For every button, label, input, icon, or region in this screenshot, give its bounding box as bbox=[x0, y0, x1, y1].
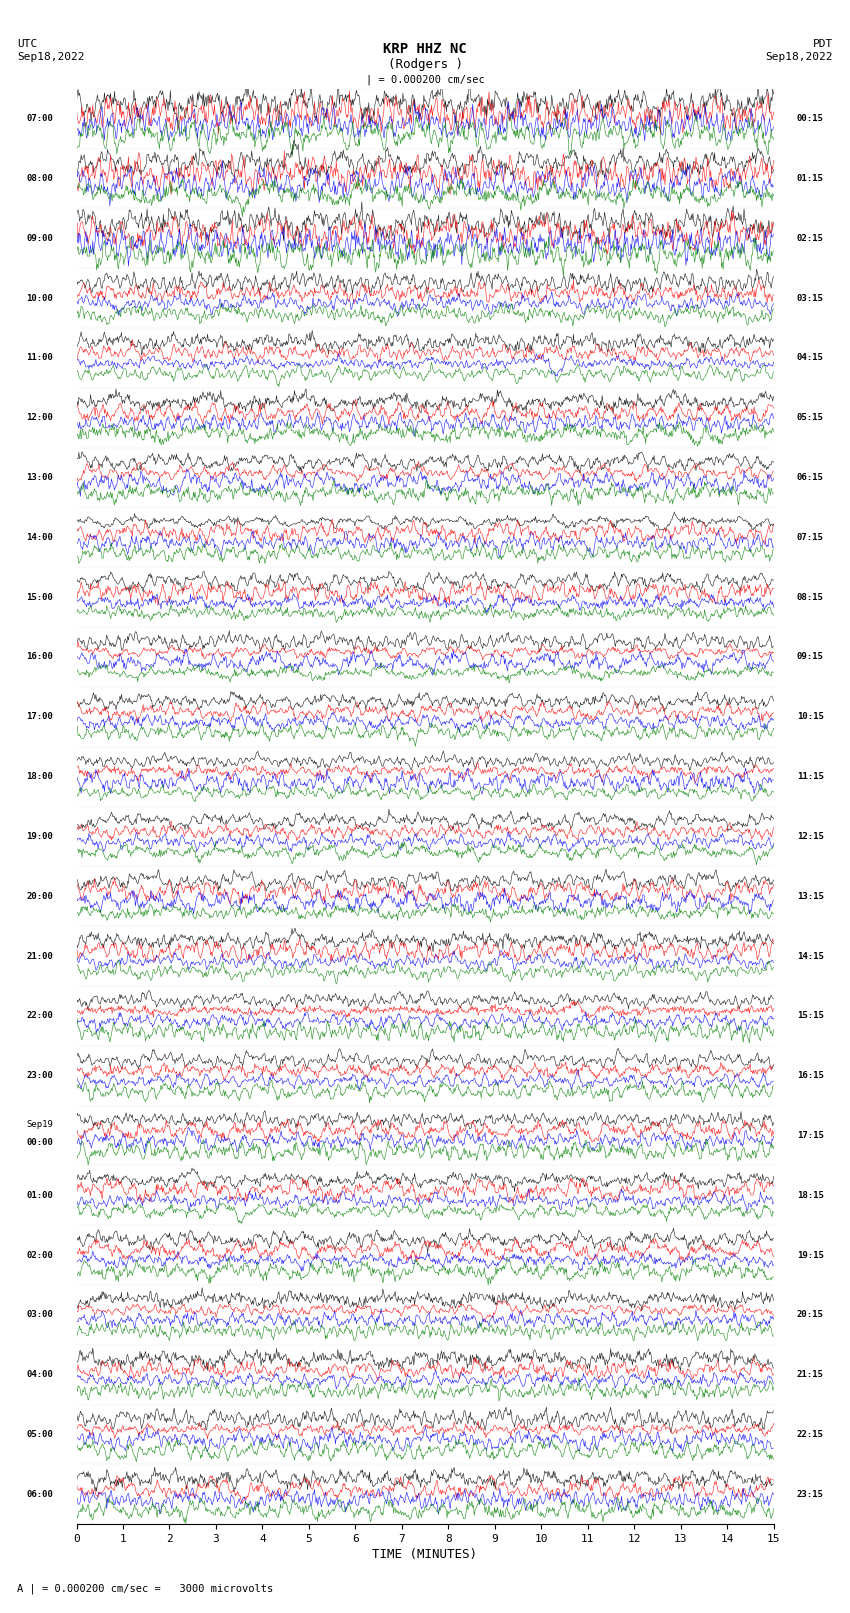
Text: KRP HHZ NC: KRP HHZ NC bbox=[383, 42, 467, 56]
Text: 11:15: 11:15 bbox=[796, 773, 824, 781]
Text: 12:15: 12:15 bbox=[796, 832, 824, 840]
Text: 21:15: 21:15 bbox=[796, 1371, 824, 1379]
Text: 11:00: 11:00 bbox=[26, 353, 54, 363]
X-axis label: TIME (MINUTES): TIME (MINUTES) bbox=[372, 1548, 478, 1561]
Text: 03:00: 03:00 bbox=[26, 1310, 54, 1319]
Text: 16:15: 16:15 bbox=[796, 1071, 824, 1081]
Text: 19:00: 19:00 bbox=[26, 832, 54, 840]
Text: 17:00: 17:00 bbox=[26, 713, 54, 721]
Text: 05:00: 05:00 bbox=[26, 1431, 54, 1439]
Text: 08:00: 08:00 bbox=[26, 174, 54, 182]
Text: 14:15: 14:15 bbox=[796, 952, 824, 960]
Text: 04:00: 04:00 bbox=[26, 1371, 54, 1379]
Text: 06:15: 06:15 bbox=[796, 473, 824, 482]
Text: 20:15: 20:15 bbox=[796, 1310, 824, 1319]
Text: | = 0.000200 cm/sec: | = 0.000200 cm/sec bbox=[366, 74, 484, 85]
Text: Sep18,2022: Sep18,2022 bbox=[766, 52, 833, 61]
Text: 16:00: 16:00 bbox=[26, 653, 54, 661]
Text: 23:15: 23:15 bbox=[796, 1490, 824, 1498]
Text: 04:15: 04:15 bbox=[796, 353, 824, 363]
Text: A | = 0.000200 cm/sec =   3000 microvolts: A | = 0.000200 cm/sec = 3000 microvolts bbox=[17, 1582, 273, 1594]
Text: 22:00: 22:00 bbox=[26, 1011, 54, 1021]
Text: 14:00: 14:00 bbox=[26, 532, 54, 542]
Text: 10:00: 10:00 bbox=[26, 294, 54, 303]
Text: 07:15: 07:15 bbox=[796, 532, 824, 542]
Text: UTC: UTC bbox=[17, 39, 37, 48]
Text: (Rodgers ): (Rodgers ) bbox=[388, 58, 462, 71]
Text: 10:15: 10:15 bbox=[796, 713, 824, 721]
Text: 09:00: 09:00 bbox=[26, 234, 54, 242]
Text: 12:00: 12:00 bbox=[26, 413, 54, 423]
Text: 23:00: 23:00 bbox=[26, 1071, 54, 1081]
Text: 00:00: 00:00 bbox=[26, 1139, 54, 1147]
Text: 15:15: 15:15 bbox=[796, 1011, 824, 1021]
Text: 13:15: 13:15 bbox=[796, 892, 824, 900]
Text: 09:15: 09:15 bbox=[796, 653, 824, 661]
Text: 08:15: 08:15 bbox=[796, 592, 824, 602]
Text: Sep18,2022: Sep18,2022 bbox=[17, 52, 84, 61]
Text: 02:15: 02:15 bbox=[796, 234, 824, 242]
Text: Sep19: Sep19 bbox=[26, 1119, 54, 1129]
Text: 15:00: 15:00 bbox=[26, 592, 54, 602]
Text: 01:00: 01:00 bbox=[26, 1190, 54, 1200]
Text: 01:15: 01:15 bbox=[796, 174, 824, 182]
Text: 19:15: 19:15 bbox=[796, 1250, 824, 1260]
Text: 18:00: 18:00 bbox=[26, 773, 54, 781]
Text: 22:15: 22:15 bbox=[796, 1431, 824, 1439]
Text: 00:15: 00:15 bbox=[796, 115, 824, 123]
Text: 17:15: 17:15 bbox=[796, 1131, 824, 1140]
Text: 13:00: 13:00 bbox=[26, 473, 54, 482]
Text: 18:15: 18:15 bbox=[796, 1190, 824, 1200]
Text: PDT: PDT bbox=[813, 39, 833, 48]
Text: 21:00: 21:00 bbox=[26, 952, 54, 960]
Text: 05:15: 05:15 bbox=[796, 413, 824, 423]
Text: 07:00: 07:00 bbox=[26, 115, 54, 123]
Text: 06:00: 06:00 bbox=[26, 1490, 54, 1498]
Text: 20:00: 20:00 bbox=[26, 892, 54, 900]
Text: 03:15: 03:15 bbox=[796, 294, 824, 303]
Text: 02:00: 02:00 bbox=[26, 1250, 54, 1260]
